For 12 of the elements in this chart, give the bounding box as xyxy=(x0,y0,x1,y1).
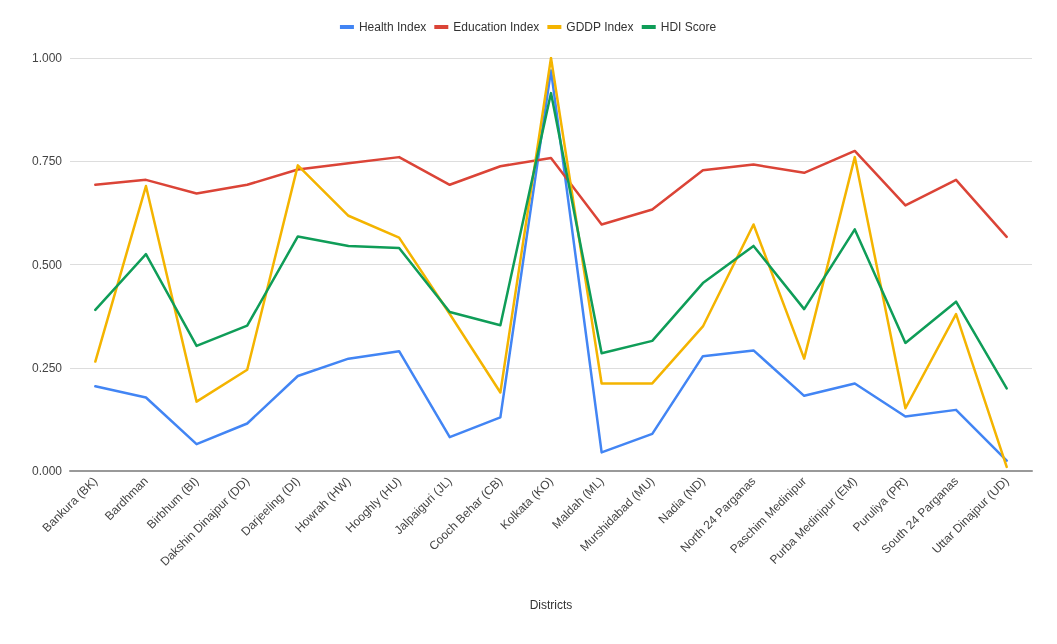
y-tick-label: 0.000 xyxy=(31,464,63,478)
legend-label: Health Index xyxy=(358,20,427,34)
x-axis-title: Districts xyxy=(529,598,573,612)
y-tick-label: 0.750 xyxy=(31,154,63,169)
legend-label: Education Index xyxy=(453,20,540,34)
y-tick-label: 0.500 xyxy=(31,257,63,272)
legend-label: HDI Score xyxy=(660,20,717,34)
line-series xyxy=(94,91,1008,390)
line-series xyxy=(94,149,1008,239)
y-tick-label: 1.000 xyxy=(31,51,63,65)
y-tick-label: 0.250 xyxy=(31,360,63,375)
legend-label: GDDP Index xyxy=(566,20,634,34)
